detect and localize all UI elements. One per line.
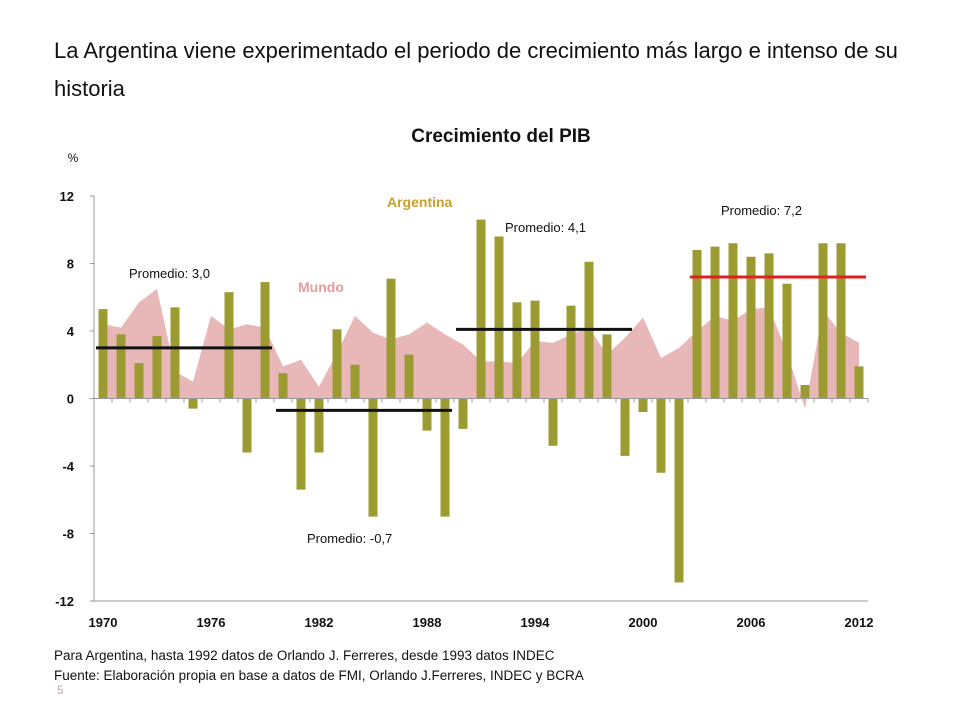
argentina-bar-layer [98, 219, 864, 583]
bar-argentina-2007 [764, 253, 774, 399]
x-tick-label: 2012 [845, 615, 874, 630]
bar-argentina-1988 [422, 398, 432, 431]
bar-argentina-1998 [602, 334, 612, 399]
bar-argentina-1991 [476, 219, 486, 399]
y-tick-label: -12 [55, 594, 74, 609]
bar-argentina-1974 [170, 307, 180, 399]
x-tick-label: 1994 [521, 615, 551, 630]
bar-argentina-2012 [854, 366, 864, 399]
bar-argentina-1996 [566, 305, 576, 399]
world-area [103, 288, 859, 409]
x-tick-label: 1982 [305, 615, 334, 630]
page-number: 5 [57, 683, 64, 697]
y-tick-label: 4 [67, 324, 75, 339]
bar-argentina-2004 [710, 246, 720, 399]
y-tick-label: -8 [62, 527, 74, 542]
average-label-4: Promedio: 7,2 [721, 203, 802, 218]
bar-argentina-2001 [656, 398, 666, 473]
bar-argentina-2003 [692, 250, 702, 399]
gdp-growth-chart: Crecimiento del PIB % 12 8 4 0 -4 -8 -12 1970 19… [55, 126, 873, 630]
bar-argentina-1978 [242, 398, 252, 453]
y-axis-unit-label: % [68, 151, 79, 165]
y-tick-label: 8 [67, 257, 74, 272]
bar-argentina-1993 [512, 302, 522, 399]
bar-argentina-1972 [134, 363, 144, 399]
bar-argentina-2006 [746, 256, 756, 399]
x-tick-label: 2000 [629, 615, 658, 630]
chart-notes: Para Argentina, hasta 1992 datos de Orla… [54, 646, 914, 686]
average-label-3: Promedio: 4,1 [505, 220, 586, 235]
source-note: Fuente: Elaboración propia en base a dat… [54, 668, 584, 683]
average-label-2: Promedio: -0,7 [307, 531, 392, 546]
bar-argentina-1995 [548, 398, 558, 446]
bar-argentina-1983 [332, 329, 342, 399]
bar-argentina-1987 [404, 354, 414, 399]
series-labels-layer: Argentina Mundo [298, 194, 453, 295]
average-label-1: Promedio: 3,0 [129, 266, 210, 281]
bar-argentina-1977 [224, 292, 234, 399]
data-note: Para Argentina, hasta 1992 datos de Orla… [54, 648, 555, 663]
series-label-argentina: Argentina [387, 194, 453, 210]
bar-argentina-2005 [728, 243, 738, 399]
bar-argentina-1975 [188, 398, 198, 409]
bar-argentina-2011 [836, 243, 846, 399]
y-tick-label: 12 [60, 189, 74, 204]
bar-argentina-1981 [296, 398, 306, 490]
bar-argentina-1990 [458, 398, 468, 429]
series-label-mundo: Mundo [298, 279, 344, 295]
bar-argentina-2000 [638, 398, 648, 412]
y-tick-label: -4 [62, 459, 74, 474]
bar-argentina-1970 [98, 309, 108, 399]
x-tick-label: 2006 [737, 615, 766, 630]
bar-argentina-1973 [152, 336, 162, 399]
bar-argentina-2002 [674, 398, 684, 583]
bar-argentina-1982 [314, 398, 324, 453]
bar-argentina-1992 [494, 236, 504, 399]
bar-argentina-1999 [620, 398, 630, 456]
y-tick-label: 0 [67, 392, 74, 407]
world-area-layer [103, 288, 859, 409]
bar-argentina-1985 [368, 398, 378, 517]
bar-argentina-1989 [440, 398, 450, 517]
bar-argentina-2008 [782, 283, 792, 399]
chart-title: Crecimiento del PIB [411, 126, 591, 147]
bar-argentina-1980 [278, 373, 288, 399]
x-tick-label: 1970 [89, 615, 118, 630]
axes-layer: 12 8 4 0 -4 -8 -12 1970 1976 1982 1988 1994 2000 2006… [55, 189, 873, 630]
bar-argentina-1986 [386, 278, 396, 399]
bar-argentina-2009 [800, 385, 810, 399]
bar-argentina-2010 [818, 243, 828, 399]
slide-title: La Argentina viene experimentado el peri… [54, 38, 898, 101]
bar-argentina-1994 [530, 300, 540, 399]
x-tick-label: 1976 [197, 615, 226, 630]
x-tick-label: 1988 [413, 615, 442, 630]
average-lines-layer: Promedio: 3,0 Promedio: -0,7 Promedio: 4,1… [96, 203, 866, 546]
bar-argentina-1984 [350, 364, 360, 399]
bar-argentina-1971 [116, 334, 126, 399]
bar-argentina-1979 [260, 282, 270, 399]
